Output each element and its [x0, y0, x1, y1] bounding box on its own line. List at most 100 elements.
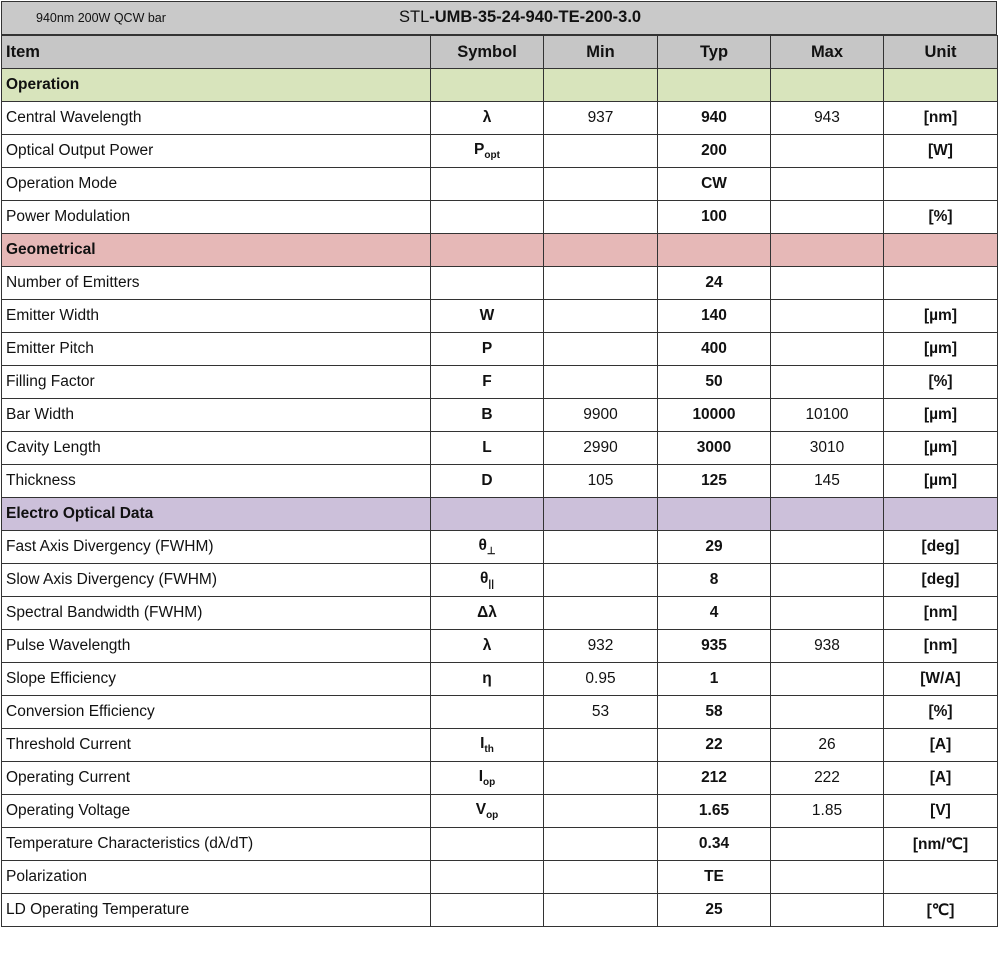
max-cell: [770, 662, 884, 696]
max-cell: [770, 134, 884, 168]
symbol: I: [478, 768, 484, 785]
symbol-cell: Vop: [430, 794, 544, 828]
unit-cell: [nm/℃]: [883, 827, 998, 861]
symbol-cell: Ith: [430, 728, 544, 762]
min-cell: [543, 266, 658, 300]
unit-cell: [883, 167, 998, 201]
max-cell: [770, 695, 884, 729]
min-cell: 53: [543, 695, 658, 729]
symbol: λ: [482, 637, 492, 654]
unit-cell: [nm]: [883, 596, 998, 630]
typ-cell: 400: [657, 332, 771, 366]
section-header: Operation: [1, 68, 998, 102]
section-cell: [657, 497, 771, 531]
typ-cell: 4: [657, 596, 771, 630]
section-cell: [430, 233, 544, 267]
unit-cell: [883, 860, 998, 894]
unit-cell: [µm]: [883, 431, 998, 465]
symbol-cell: [430, 695, 544, 729]
section-cell: [657, 233, 771, 267]
section-cell: [657, 68, 771, 102]
table-row: Conversion Efficiency 53 58 [%]: [1, 695, 998, 729]
symbol: θ: [480, 570, 489, 587]
section-cell: [883, 497, 998, 531]
symbol: η: [482, 670, 492, 687]
section-cell: [770, 233, 884, 267]
section-cell: [770, 68, 884, 102]
min-cell: [543, 365, 658, 399]
table-row: Operating Current Iop 212 222 [A]: [1, 761, 998, 795]
symbol-cell: Iop: [430, 761, 544, 795]
max-cell: 222: [770, 761, 884, 795]
col-header-typ: Typ: [657, 35, 771, 69]
max-cell: [770, 860, 884, 894]
max-cell: [770, 167, 884, 201]
section-cell: [543, 233, 658, 267]
symbol-cell: [430, 266, 544, 300]
max-cell: [770, 530, 884, 564]
min-cell: [543, 893, 658, 927]
item-cell: Spectral Bandwidth (FWHM): [1, 596, 431, 630]
section-cell: [430, 68, 544, 102]
min-cell: 2990: [543, 431, 658, 465]
symbol-cell: P: [430, 332, 544, 366]
min-cell: [543, 167, 658, 201]
table-row: Central Wavelength λ 937 940 943 [nm]: [1, 101, 998, 135]
symbol-cell: θ⊥: [430, 530, 544, 564]
max-cell: [770, 596, 884, 630]
table-row: Number of Emitters 24: [1, 266, 998, 300]
section-title: Electro Optical Data: [1, 497, 431, 531]
item-cell: Thickness: [1, 464, 431, 498]
table-row: Optical Output Power Popt 200 [W]: [1, 134, 998, 168]
item-cell: Temperature Characteristics (dλ/dT): [1, 827, 431, 861]
symbol-cell: W: [430, 299, 544, 333]
unit-cell: [W/A]: [883, 662, 998, 696]
typ-cell: 8: [657, 563, 771, 597]
typ-cell: 22: [657, 728, 771, 762]
max-cell: [770, 563, 884, 597]
item-cell: Threshold Current: [1, 728, 431, 762]
item-cell: Emitter Pitch: [1, 332, 431, 366]
section-cell: [883, 233, 998, 267]
typ-cell: 940: [657, 101, 771, 135]
typ-cell: 10000: [657, 398, 771, 432]
section-cell: [883, 68, 998, 102]
symbol-cell: L: [430, 431, 544, 465]
min-cell: [543, 596, 658, 630]
typ-cell: 24: [657, 266, 771, 300]
table-row: Filling Factor F 50 [%]: [1, 365, 998, 399]
table-row: Slow Axis Divergency (FWHM) θ|| 8 [deg]: [1, 563, 998, 597]
section-cell: [543, 497, 658, 531]
symbol-cell: λ: [430, 629, 544, 663]
unit-cell: [µm]: [883, 332, 998, 366]
max-cell: 145: [770, 464, 884, 498]
typ-cell: 58: [657, 695, 771, 729]
col-header-min: Min: [543, 35, 658, 69]
symbol-cell: [430, 200, 544, 234]
symbol-cell: [430, 893, 544, 927]
typ-cell: 3000: [657, 431, 771, 465]
table-row: Fast Axis Divergency (FWHM) θ⊥ 29 [deg]: [1, 530, 998, 564]
col-header-symbol: Symbol: [430, 35, 544, 69]
item-cell: Bar Width: [1, 398, 431, 432]
max-cell: 938: [770, 629, 884, 663]
min-cell: [543, 860, 658, 894]
typ-cell: 25: [657, 893, 771, 927]
spec-table: Item Symbol Min Typ Max Unit Operation Ce…: [1, 35, 998, 927]
min-cell: [543, 134, 658, 168]
min-cell: [543, 299, 658, 333]
item-cell: Fast Axis Divergency (FWHM): [1, 530, 431, 564]
item-cell: Pulse Wavelength: [1, 629, 431, 663]
item-cell: Number of Emitters: [1, 266, 431, 300]
table-row: Cavity Length L 2990 3000 3010 [µm]: [1, 431, 998, 465]
max-cell: [770, 827, 884, 861]
min-cell: [543, 200, 658, 234]
symbol-subscript: ||: [488, 579, 494, 590]
symbol-cell: [430, 167, 544, 201]
min-cell: [543, 563, 658, 597]
typ-cell: TE: [657, 860, 771, 894]
symbol-cell: λ: [430, 101, 544, 135]
item-cell: Operating Voltage: [1, 794, 431, 828]
symbol-cell: Popt: [430, 134, 544, 168]
symbol: D: [481, 472, 493, 489]
